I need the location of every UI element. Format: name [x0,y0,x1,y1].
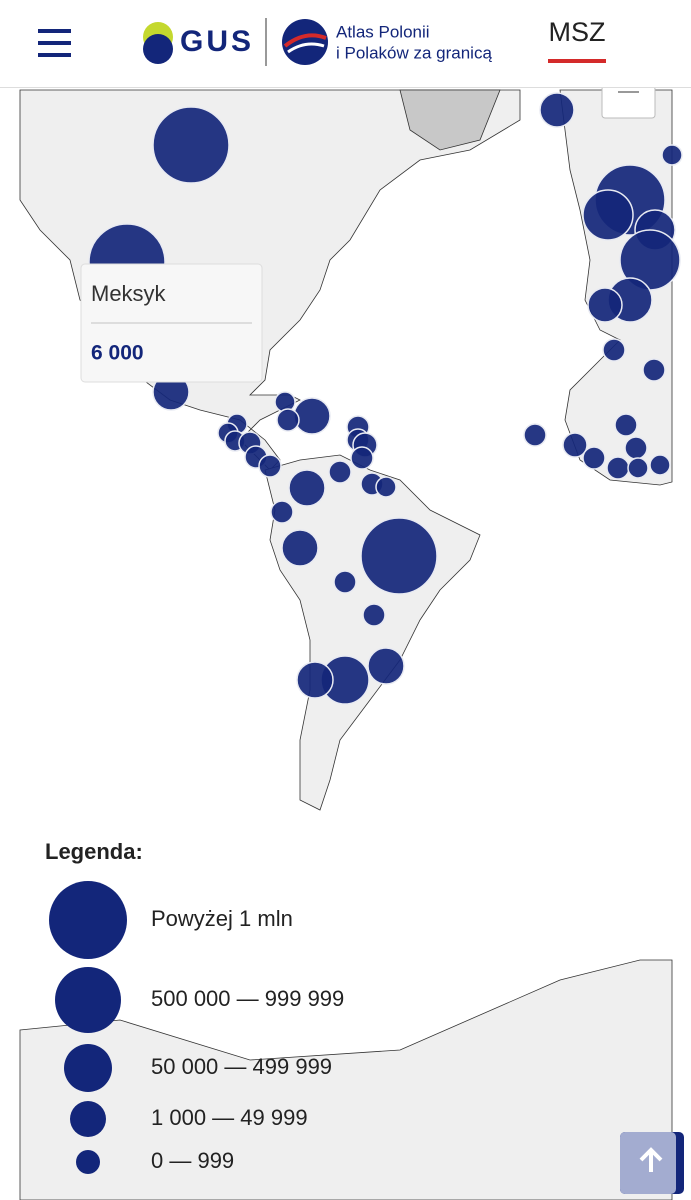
country-bubble [582,446,606,470]
country-bubble [642,358,666,382]
country-bubble [624,436,648,460]
legend-label: 0 — 999 [151,1148,234,1173]
legend-label: 50 000 — 499 999 [151,1054,332,1079]
country-bubble [587,287,623,323]
menu-button[interactable] [38,29,71,57]
header: GUS Atlas Polonii i Polaków za granicą M… [0,0,691,88]
country-bubble [661,144,683,166]
country-bubble [627,457,649,479]
country-bubble [328,460,352,484]
country-bubble [649,454,671,476]
country-bubble [523,423,547,447]
country-bubble [582,189,634,241]
menu-bar [38,29,71,33]
legend-symbol [76,1150,100,1174]
header-bg [0,0,691,88]
scroll-top-bg [620,1132,676,1194]
country-bubble [270,500,294,524]
country-bubble [375,476,397,498]
legend-title: Legenda: [45,839,143,864]
legend-symbol [49,881,127,959]
legend-label: Powyżej 1 mln [151,906,293,931]
country-bubble [281,529,319,567]
legend-symbol [70,1101,106,1137]
scroll-top-button[interactable] [620,1132,684,1194]
legend: Legenda: Powyżej 1 mln 500 000 — 999 999 5… [45,839,344,1174]
atlas-globe [282,19,328,65]
legend-symbol [55,967,121,1033]
gus-text: GUS [180,25,254,58]
zoom-out-button[interactable] [601,85,656,119]
country-bubble [367,647,405,685]
atlas-globe-stripe [287,42,325,54]
legend-symbol [64,1044,112,1092]
atlas-title-line1: Atlas Polonii [336,22,430,41]
country-bubble [293,397,331,435]
msz-text: MSZ [549,17,606,47]
scroll-top-arrow [639,1147,663,1172]
country-bubble [362,603,386,627]
map[interactable] [19,85,683,1200]
menu-bar [38,53,71,57]
country-bubble [562,432,588,458]
country-bubble [333,570,357,594]
tooltip-country: Meksyk [91,281,167,306]
legend-label: 1 000 — 49 999 [151,1105,308,1130]
country-bubble [350,446,374,470]
country-bubble [152,106,230,184]
tooltip: Meksyk 6 000 [80,263,263,383]
country-bubble [539,92,575,128]
tooltip-value: 6 000 [91,342,144,365]
country-bubble [360,517,438,595]
menu-bar [38,41,71,45]
greenland [399,89,501,151]
gus-logo-bottom [143,34,173,64]
atlas-globe-stripe [283,33,327,48]
country-bubble [276,408,300,432]
atlas-title-line2: i Polaków za granicą [336,43,492,62]
legend-label: 500 000 — 999 999 [151,986,344,1011]
country-bubble [296,661,334,699]
country-bubble [258,454,282,478]
country-bubble [288,469,326,507]
country-bubble [614,413,638,437]
country-bubble [606,456,630,480]
antarctica [19,959,673,1200]
country-bubble [602,338,626,362]
msz-underline [548,59,606,63]
